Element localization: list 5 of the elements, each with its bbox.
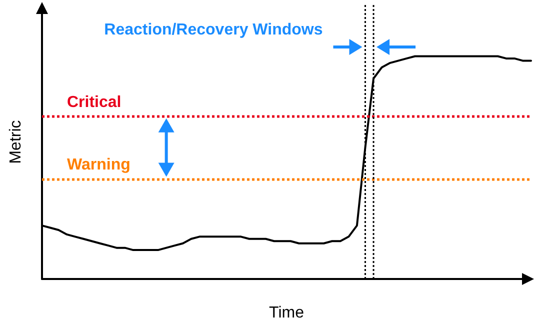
ref-line-label: Warning: [67, 156, 130, 174]
ref-line-label: Critical: [67, 94, 122, 111]
y-axis-title: Metric: [8, 120, 24, 164]
text: Reaction/Recovery Windows: [104, 22, 323, 38]
x-axis-title: Time: [269, 304, 304, 322]
